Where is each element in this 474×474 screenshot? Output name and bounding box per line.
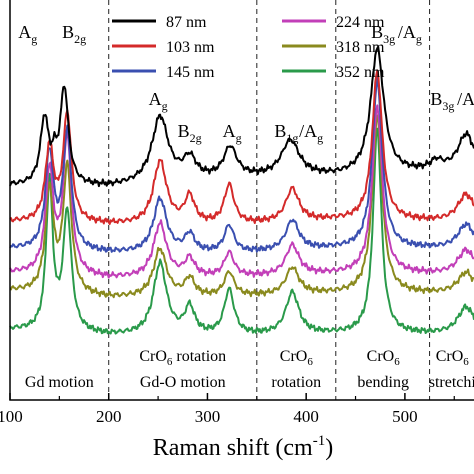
peak-label: B2g (178, 121, 202, 145)
series-line-224-nm (9, 104, 474, 279)
peak-label: /Ag (398, 22, 422, 46)
peak-label: B3g (371, 22, 395, 46)
peak-label: Ag (18, 22, 37, 46)
region-label: Gd motion (25, 374, 94, 391)
peak-label: B2g (62, 22, 86, 46)
x-axis-title-end: ) (325, 435, 333, 461)
legend-label: 224 nm (336, 14, 385, 31)
x-tick-label: 300 (195, 407, 221, 426)
peak-label: /A (457, 89, 474, 109)
region-label: CrO6 (367, 348, 401, 368)
series-line-145-nm (9, 77, 474, 253)
peak-label: B3g (430, 89, 454, 113)
legend-label: 103 nm (166, 39, 215, 56)
region-label: rotation (271, 374, 321, 391)
legend-label: 318 nm (336, 39, 385, 56)
x-axis-ticks: 100 200 300 400 500 (0, 393, 455, 426)
legend-label: 352 nm (336, 64, 385, 81)
series-line-87-nm (9, 45, 474, 188)
series-line-318-nm (9, 114, 474, 299)
peak-label: B1g (274, 121, 298, 145)
series-line-103-nm (9, 69, 474, 225)
legend-label: 87 nm (166, 14, 207, 31)
region-label: bending (357, 374, 409, 391)
x-axis-title: Raman shift (cm-1) (153, 433, 333, 461)
spectra-series (9, 45, 474, 335)
region-labels: Gd motion CrO6 rotation Gd-O motion CrO6 rot… (25, 348, 474, 391)
peak-label: Ag (223, 121, 242, 145)
region-label: stretchi (429, 374, 474, 391)
x-axis-title-main: Raman shift (cm (153, 435, 313, 461)
peak-label: Ag (149, 89, 168, 113)
region-label: CrO6 rotation (139, 348, 226, 368)
region-label: CrO6 (280, 348, 314, 368)
region-label: Gd-O motion (140, 374, 226, 391)
peak-label: /Ag (299, 121, 323, 145)
region-label: CrO6 (436, 348, 470, 368)
x-tick-label: 500 (392, 407, 418, 426)
x-tick-label: 100 (0, 407, 23, 426)
legend: 87 nm 103 nm 145 nm 224 nm 318 nm 352 nm (112, 14, 385, 81)
series-line-352-nm (9, 127, 474, 335)
x-tick-label: 200 (96, 407, 122, 426)
x-tick-label: 400 (293, 407, 319, 426)
x-axis-title-superscript: -1 (313, 433, 326, 449)
legend-label: 145 nm (166, 64, 215, 81)
